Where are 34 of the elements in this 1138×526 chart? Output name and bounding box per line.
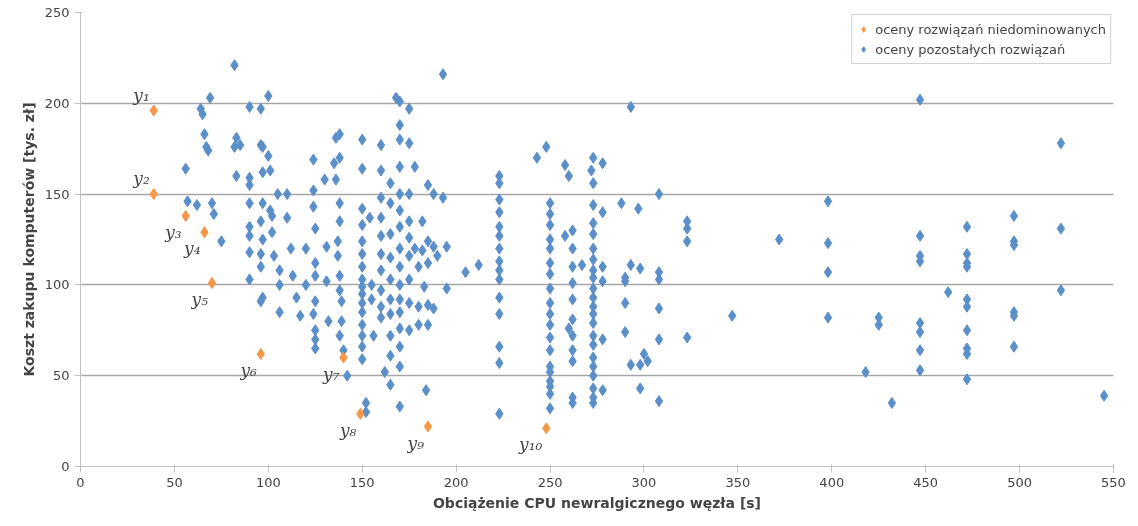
x-axis-title: Obciążenie CPU newralgicznego węzła [s] <box>432 494 762 511</box>
x-tick-label: 550 <box>1101 474 1126 490</box>
x-tick-label: 150 <box>349 474 375 490</box>
annotation: y₅ <box>190 289 209 310</box>
x-tick-label: 300 <box>631 474 657 490</box>
x-tick-label: 100 <box>255 474 281 490</box>
y-tick-label: 0 <box>61 459 70 474</box>
legend-label: oceny rozwiązań niedominowanych <box>875 21 1106 37</box>
y-tick-label: 250 <box>44 5 70 20</box>
annotation: y₁₀ <box>518 434 543 455</box>
y-tick-label: 100 <box>44 277 70 293</box>
y-tick-label: 200 <box>44 95 70 111</box>
legend-label: oceny pozostałych rozwiązań <box>875 41 1066 57</box>
point <box>207 277 217 290</box>
annotation: y₈ <box>338 419 357 440</box>
x-tick-label: 0 <box>76 474 85 490</box>
annotation: y₁ <box>132 84 150 105</box>
annotation: y₄ <box>183 238 201 259</box>
y-tick-label: 150 <box>44 186 70 202</box>
x-tick-label: 450 <box>913 474 939 490</box>
x-tick-label: 250 <box>537 474 563 490</box>
x-tick-label: 350 <box>725 474 751 490</box>
y-axis-title: Koszt zakupu komputerów [tys. zł] <box>20 102 37 377</box>
annotation: y₂ <box>132 168 150 189</box>
y-tick-label: 50 <box>52 368 70 384</box>
annotation: y₉ <box>406 432 425 453</box>
annotation: y₆ <box>239 359 257 380</box>
annotation: y₃ <box>164 221 182 242</box>
x-tick-label: 400 <box>819 474 845 490</box>
annotation: y₇ <box>322 363 340 384</box>
x-tick-label: 200 <box>443 474 469 490</box>
point <box>423 420 433 433</box>
x-tick-label: 500 <box>1007 474 1033 490</box>
x-tick-label: 50 <box>166 474 183 490</box>
